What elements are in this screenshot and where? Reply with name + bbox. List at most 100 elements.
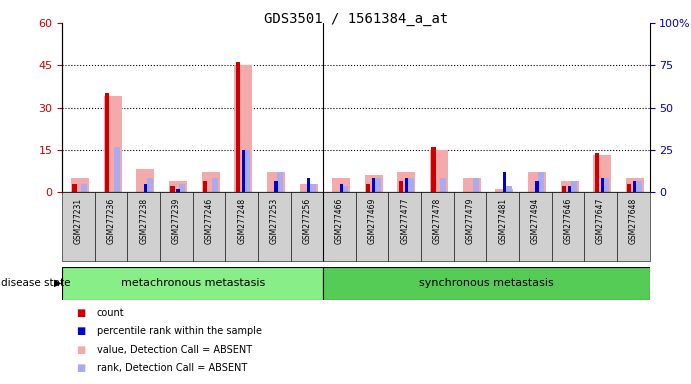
Text: ■: ■ — [76, 326, 85, 336]
FancyBboxPatch shape — [323, 192, 356, 261]
Text: GSM277239: GSM277239 — [172, 197, 181, 244]
Bar — [267, 172, 285, 192]
FancyBboxPatch shape — [225, 192, 258, 261]
Text: GSM277648: GSM277648 — [629, 197, 638, 244]
Bar — [405, 178, 408, 192]
Bar — [538, 172, 544, 192]
Bar — [332, 178, 350, 192]
FancyBboxPatch shape — [421, 192, 454, 261]
Bar — [144, 184, 147, 192]
Bar — [339, 184, 343, 192]
Text: value, Detection Call = ABSENT: value, Detection Call = ABSENT — [97, 345, 252, 355]
Text: GSM277246: GSM277246 — [205, 197, 214, 244]
Bar — [506, 186, 511, 192]
Text: ■: ■ — [76, 363, 85, 373]
Bar — [594, 152, 599, 192]
Bar — [463, 178, 481, 192]
Bar — [202, 172, 220, 192]
Bar — [366, 184, 370, 192]
Bar — [136, 169, 154, 192]
Text: GSM277248: GSM277248 — [237, 197, 246, 244]
Text: GSM277478: GSM277478 — [433, 197, 442, 244]
Bar — [562, 186, 566, 192]
Bar — [104, 96, 122, 192]
Bar — [372, 178, 375, 192]
Bar — [536, 181, 538, 192]
Bar — [365, 175, 383, 192]
FancyBboxPatch shape — [62, 267, 323, 300]
Text: GSM277256: GSM277256 — [303, 197, 312, 244]
Bar — [236, 63, 240, 192]
Text: GSM277647: GSM277647 — [596, 197, 605, 244]
Bar — [242, 150, 245, 192]
FancyBboxPatch shape — [356, 192, 388, 261]
Bar — [431, 147, 435, 192]
Bar — [274, 181, 278, 192]
Text: GSM277477: GSM277477 — [400, 197, 409, 244]
Bar — [473, 178, 479, 192]
Text: GSM277479: GSM277479 — [466, 197, 475, 244]
Bar — [627, 184, 632, 192]
FancyBboxPatch shape — [291, 192, 323, 261]
FancyBboxPatch shape — [551, 192, 585, 261]
Bar — [105, 93, 109, 192]
Bar — [594, 156, 612, 192]
Text: GSM277236: GSM277236 — [106, 197, 115, 244]
Bar — [307, 178, 310, 192]
Bar — [397, 172, 415, 192]
Bar — [203, 181, 207, 192]
FancyBboxPatch shape — [160, 192, 193, 261]
Bar — [300, 184, 318, 192]
Bar — [71, 178, 89, 192]
Bar — [571, 181, 577, 192]
FancyBboxPatch shape — [258, 192, 291, 261]
Bar — [636, 181, 642, 192]
Bar — [171, 186, 175, 192]
FancyBboxPatch shape — [617, 192, 650, 261]
Bar — [176, 189, 180, 192]
Text: ■: ■ — [76, 308, 85, 318]
Bar — [568, 186, 571, 192]
Bar — [626, 178, 644, 192]
FancyBboxPatch shape — [486, 192, 519, 261]
Bar — [277, 172, 283, 192]
Bar — [169, 181, 187, 192]
Text: percentile rank within the sample: percentile rank within the sample — [97, 326, 262, 336]
FancyBboxPatch shape — [323, 267, 650, 300]
Text: ▶: ▶ — [54, 278, 61, 288]
Text: GSM277466: GSM277466 — [335, 197, 344, 244]
Text: synchronous metastasis: synchronous metastasis — [419, 278, 553, 288]
Text: GSM277238: GSM277238 — [140, 197, 149, 244]
Bar — [399, 181, 403, 192]
FancyBboxPatch shape — [454, 192, 486, 261]
Bar — [440, 178, 446, 192]
Text: metachronous metastasis: metachronous metastasis — [121, 278, 265, 288]
FancyBboxPatch shape — [388, 192, 421, 261]
Bar — [114, 147, 120, 192]
Bar — [408, 178, 414, 192]
Bar — [375, 178, 381, 192]
Bar — [343, 186, 348, 192]
Bar — [502, 172, 506, 192]
Bar — [495, 189, 513, 192]
Text: count: count — [97, 308, 124, 318]
Text: GSM277481: GSM277481 — [498, 197, 507, 244]
Text: ■: ■ — [76, 345, 85, 355]
Bar — [600, 178, 604, 192]
FancyBboxPatch shape — [127, 192, 160, 261]
Text: rank, Detection Call = ABSENT: rank, Detection Call = ABSENT — [97, 363, 247, 373]
Bar — [245, 150, 250, 192]
Text: disease state: disease state — [1, 278, 70, 288]
Bar — [560, 181, 578, 192]
Bar — [234, 65, 252, 192]
Text: GSM277469: GSM277469 — [368, 197, 377, 244]
Bar — [310, 184, 316, 192]
Bar — [180, 184, 185, 192]
Bar — [73, 184, 77, 192]
Bar — [146, 178, 153, 192]
Text: GSM277494: GSM277494 — [531, 197, 540, 244]
Bar — [528, 172, 546, 192]
Bar — [82, 184, 87, 192]
FancyBboxPatch shape — [95, 192, 127, 261]
Text: GSM277231: GSM277231 — [74, 197, 83, 244]
